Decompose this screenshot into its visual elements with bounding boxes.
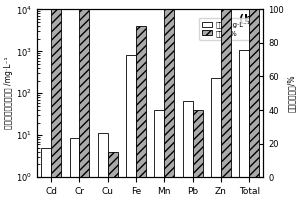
Bar bbox=[183, 101, 193, 200]
Text: (b): (b) bbox=[238, 14, 257, 24]
Y-axis label: 重金属溦出率/%: 重金属溦出率/% bbox=[287, 74, 296, 112]
Bar bbox=[221, 0, 231, 177]
Bar bbox=[98, 133, 108, 200]
Bar bbox=[80, 0, 89, 177]
Bar bbox=[126, 55, 136, 200]
Bar bbox=[51, 0, 61, 177]
Bar bbox=[136, 26, 146, 177]
Legend: 浓度/mg·L⁻¹, 溦出率/%: 浓度/mg·L⁻¹, 溦出率/% bbox=[199, 18, 253, 40]
Bar bbox=[41, 148, 51, 200]
Bar bbox=[239, 50, 249, 200]
Bar bbox=[70, 138, 80, 200]
Bar bbox=[193, 110, 202, 177]
Bar bbox=[211, 78, 221, 200]
Bar bbox=[154, 110, 164, 200]
Bar bbox=[164, 0, 174, 177]
Bar bbox=[108, 152, 118, 177]
Y-axis label: 淤滤液中重金属浓度 /mg·L⁻¹: 淤滤液中重金属浓度 /mg·L⁻¹ bbox=[4, 57, 13, 129]
Bar bbox=[249, 9, 259, 177]
